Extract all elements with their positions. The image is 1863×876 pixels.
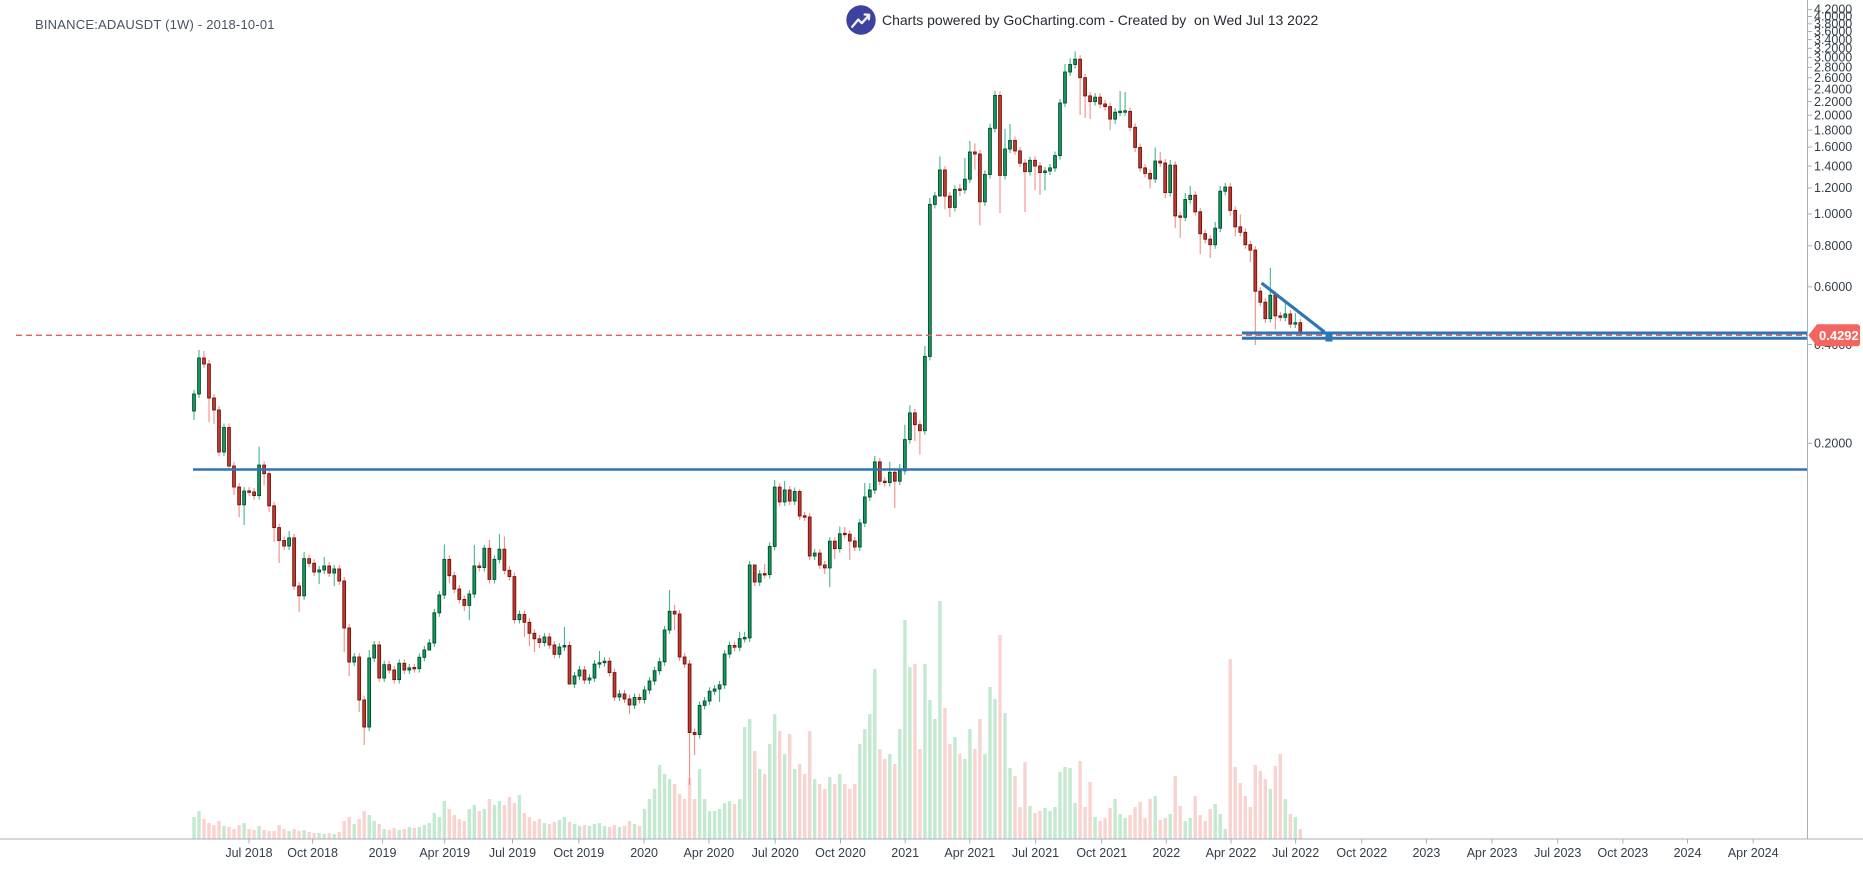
svg-text:2021: 2021 bbox=[891, 846, 919, 860]
svg-text:Jul 2019: Jul 2019 bbox=[489, 846, 536, 860]
svg-text:Apr 2024: Apr 2024 bbox=[1728, 846, 1779, 860]
svg-text:2022: 2022 bbox=[1152, 846, 1180, 860]
svg-text:Jul 2020: Jul 2020 bbox=[752, 846, 799, 860]
svg-text:1.2000: 1.2000 bbox=[1814, 181, 1852, 195]
svg-text:2.0000: 2.0000 bbox=[1814, 108, 1852, 122]
svg-text:2019: 2019 bbox=[369, 846, 397, 860]
svg-text:0.6000: 0.6000 bbox=[1814, 280, 1852, 294]
svg-text:2020: 2020 bbox=[630, 846, 658, 860]
svg-text:Oct 2023: Oct 2023 bbox=[1598, 846, 1649, 860]
svg-text:2.4000: 2.4000 bbox=[1814, 82, 1852, 96]
svg-text:2.2000: 2.2000 bbox=[1814, 95, 1852, 109]
svg-text:3.8000: 3.8000 bbox=[1814, 17, 1852, 31]
svg-text:3.4000: 3.4000 bbox=[1814, 33, 1852, 47]
svg-text:0.8000: 0.8000 bbox=[1814, 239, 1852, 253]
svg-text:Apr 2019: Apr 2019 bbox=[419, 846, 470, 860]
svg-text:1.8000: 1.8000 bbox=[1814, 123, 1852, 137]
svg-text:1.4000: 1.4000 bbox=[1814, 159, 1852, 173]
svg-text:Jul 2023: Jul 2023 bbox=[1534, 846, 1581, 860]
svg-text:Oct 2018: Oct 2018 bbox=[287, 846, 338, 860]
svg-text:Oct 2021: Oct 2021 bbox=[1076, 846, 1127, 860]
svg-text:3.2000: 3.2000 bbox=[1814, 42, 1852, 56]
svg-text:4.0000: 4.0000 bbox=[1814, 10, 1852, 24]
svg-text:2.6000: 2.6000 bbox=[1814, 71, 1852, 85]
svg-text:Apr 2022: Apr 2022 bbox=[1206, 846, 1257, 860]
svg-text:2.8000: 2.8000 bbox=[1814, 61, 1852, 75]
svg-text:2024: 2024 bbox=[1674, 846, 1702, 860]
svg-text:3.6000: 3.6000 bbox=[1814, 25, 1852, 39]
svg-text:Apr 2023: Apr 2023 bbox=[1467, 846, 1518, 860]
svg-text:Oct 2022: Oct 2022 bbox=[1336, 846, 1387, 860]
svg-text:4.2000: 4.2000 bbox=[1814, 3, 1852, 17]
svg-text:Jul 2021: Jul 2021 bbox=[1012, 846, 1059, 860]
svg-text:Oct 2019: Oct 2019 bbox=[553, 846, 604, 860]
svg-text:Apr 2021: Apr 2021 bbox=[944, 846, 995, 860]
svg-text:1.6000: 1.6000 bbox=[1814, 140, 1852, 154]
svg-text:2023: 2023 bbox=[1412, 846, 1440, 860]
svg-text:Jul 2018: Jul 2018 bbox=[225, 846, 272, 860]
svg-text:0.4292: 0.4292 bbox=[1819, 328, 1859, 343]
svg-text:0.2000: 0.2000 bbox=[1814, 437, 1852, 451]
svg-text:Oct 2020: Oct 2020 bbox=[815, 846, 866, 860]
svg-text:Apr 2020: Apr 2020 bbox=[684, 846, 735, 860]
svg-text:3.0000: 3.0000 bbox=[1814, 51, 1852, 65]
svg-text:1.0000: 1.0000 bbox=[1814, 207, 1852, 221]
svg-text:Jul 2022: Jul 2022 bbox=[1272, 846, 1319, 860]
